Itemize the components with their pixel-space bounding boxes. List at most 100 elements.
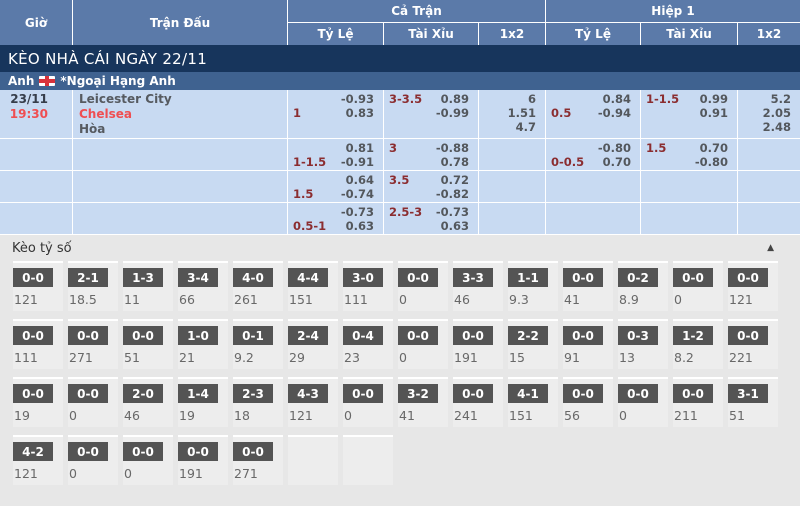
ft-handicap-odds-top[interactable]: 0.81 [345,141,374,155]
score-odds-cell[interactable]: 3-0 111 [343,261,393,311]
score-odds-cell[interactable]: 0-0 51 [123,319,173,369]
score-odds-cell[interactable] [343,435,393,485]
score-odds-cell[interactable]: 0-0 0 [673,261,723,311]
ft-handicap-odds-bottom[interactable]: -0.74 [340,187,374,201]
ft-1x2-away[interactable]: 1.51 [507,106,536,120]
score-odds-cell[interactable]: 4-0 261 [233,261,283,311]
score-odds-cell[interactable]: 0-0 271 [68,319,118,369]
score-odds-cell[interactable]: 4-2 121 [13,435,63,485]
h1-over-odds[interactable]: 0.99 [699,92,728,106]
ft-over-odds[interactable]: 0.89 [440,92,469,106]
h1-handicap-odds-bottom[interactable]: 0.70 [602,155,631,169]
h1-handicap-cell[interactable]: 0-0.5 -0.80 0.70 [545,139,640,170]
score-odds-cell[interactable]: 0-0 41 [563,261,613,311]
score-odds-cell[interactable]: 0-0 0 [398,261,448,311]
ft-handicap-odds-top[interactable]: -0.73 [340,205,374,219]
h1-over-odds[interactable]: 0.70 [699,141,728,155]
h1-over-under-cell[interactable] [640,203,737,234]
ft-over-under-cell[interactable]: 3.5 0.72 -0.82 [383,171,478,202]
ft-over-under-cell[interactable]: 2.5-3 -0.73 0.63 [383,203,478,234]
ft-handicap-cell[interactable]: 1.5 0.64 -0.74 [287,171,383,202]
score-odds-cell[interactable]: 3-4 66 [178,261,228,311]
h1-1x2-home[interactable]: 5.2 [770,92,791,106]
score-odds-cell[interactable]: 1-0 21 [178,319,228,369]
score-odds-cell[interactable]: 0-0 91 [563,319,613,369]
ft-1x2-home[interactable]: 6 [527,92,536,106]
score-odds-cell[interactable]: 0-0 191 [178,435,228,485]
ft-handicap-odds-bottom[interactable]: 0.83 [345,106,374,120]
ft-handicap-odds-top[interactable]: 0.64 [345,173,374,187]
score-odds-cell[interactable]: 0-0 111 [13,319,63,369]
score-odds-cell[interactable]: 0-0 211 [673,377,723,427]
ft-1x2-draw[interactable]: 4.7 [515,120,536,134]
collapse-arrow-icon[interactable]: ▲ [767,243,774,253]
ft-under-odds[interactable]: -0.99 [435,106,469,120]
h1-1x2-away[interactable]: 2.05 [762,106,791,120]
score-odds-cell[interactable]: 0-0 0 [68,435,118,485]
ft-handicap-odds-top[interactable]: -0.93 [340,92,374,106]
h1-over-under-cell[interactable]: 1-1.5 0.99 0.91 [640,90,737,138]
score-odds-cell[interactable]: 1-3 11 [123,261,173,311]
score-odds-cell[interactable]: 0-0 241 [453,377,503,427]
h1-1x2-cell[interactable] [737,139,800,170]
score-odds-cell[interactable] [288,435,338,485]
score-odds-cell[interactable]: 0-0 0 [398,319,448,369]
score-odds-cell[interactable]: 2-4 29 [288,319,338,369]
h1-under-odds[interactable]: -0.80 [694,155,728,169]
ft-over-odds[interactable]: -0.88 [435,141,469,155]
h1-handicap-cell[interactable]: 0.5 0.84 -0.94 [545,90,640,138]
score-odds-cell[interactable]: 0-0 0 [343,377,393,427]
score-odds-cell[interactable]: 0-0 271 [233,435,283,485]
score-odds-cell[interactable]: 0-0 191 [453,319,503,369]
ft-under-odds[interactable]: -0.82 [435,187,469,201]
ft-handicap-cell[interactable]: 0.5-1 -0.73 0.63 [287,203,383,234]
score-odds-cell[interactable]: 0-0 0 [618,377,668,427]
score-odds-cell[interactable]: 2-2 15 [508,319,558,369]
score-odds-cell[interactable]: 2-3 18 [233,377,283,427]
ft-under-odds[interactable]: 0.63 [440,219,469,233]
ft-over-odds[interactable]: -0.73 [435,205,469,219]
score-odds-cell[interactable]: 0-0 121 [13,261,63,311]
h1-over-under-cell[interactable]: 1.5 0.70 -0.80 [640,139,737,170]
score-odds-cell[interactable]: 3-2 41 [398,377,448,427]
score-odds-cell[interactable]: 0-4 23 [343,319,393,369]
h1-handicap-cell[interactable] [545,171,640,202]
h1-under-odds[interactable]: 0.91 [699,106,728,120]
ft-over-under-cell[interactable]: 3 -0.88 0.78 [383,139,478,170]
ft-1x2-cell[interactable] [478,171,545,202]
h1-1x2-cell[interactable]: 5.2 2.05 2.48 [737,90,800,138]
h1-over-under-cell[interactable] [640,171,737,202]
score-odds-cell[interactable]: 0-0 19 [13,377,63,427]
score-odds-cell[interactable]: 2-0 46 [123,377,173,427]
score-odds-cell[interactable]: 0-3 13 [618,319,668,369]
h1-handicap-odds-top[interactable]: 0.84 [602,92,631,106]
score-odds-cell[interactable]: 0-0 0 [123,435,173,485]
score-odds-cell[interactable]: 4-3 121 [288,377,338,427]
score-odds-cell[interactable]: 4-4 151 [288,261,338,311]
score-odds-cell[interactable]: 3-1 51 [728,377,778,427]
ft-1x2-cell[interactable] [478,203,545,234]
score-odds-cell[interactable]: 2-1 18.5 [68,261,118,311]
h1-handicap-cell[interactable] [545,203,640,234]
score-odds-cell[interactable]: 3-3 46 [453,261,503,311]
h1-handicap-odds-bottom[interactable]: -0.94 [597,106,631,120]
score-odds-cell[interactable]: 1-2 8.2 [673,319,723,369]
ft-handicap-odds-bottom[interactable]: 0.63 [345,219,374,233]
h1-1x2-draw[interactable]: 2.48 [762,120,791,134]
score-odds-cell[interactable]: 0-0 221 [728,319,778,369]
score-odds-cell[interactable]: 0-2 8.9 [618,261,668,311]
h1-1x2-cell[interactable] [737,203,800,234]
ft-over-odds[interactable]: 0.72 [440,173,469,187]
ft-under-odds[interactable]: 0.78 [440,155,469,169]
score-odds-cell[interactable]: 4-1 151 [508,377,558,427]
score-odds-cell[interactable]: 0-0 56 [563,377,613,427]
h1-1x2-cell[interactable] [737,171,800,202]
score-odds-cell[interactable]: 1-4 19 [178,377,228,427]
score-odds-cell[interactable]: 0-0 0 [68,377,118,427]
score-odds-cell[interactable]: 0-0 121 [728,261,778,311]
ft-handicap-cell[interactable]: 1 -0.93 0.83 [287,90,383,138]
h1-handicap-odds-top[interactable]: -0.80 [597,141,631,155]
score-odds-cell[interactable]: 1-1 9.3 [508,261,558,311]
ft-1x2-cell[interactable] [478,139,545,170]
score-odds-cell[interactable]: 0-1 9.2 [233,319,283,369]
